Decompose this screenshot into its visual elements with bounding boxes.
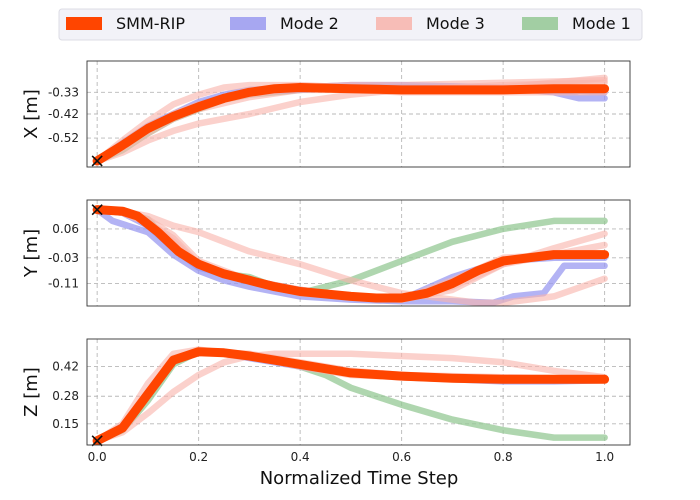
legend-swatch bbox=[66, 17, 102, 30]
start-marker bbox=[91, 435, 103, 447]
x-tick-label: 0.0 bbox=[88, 450, 107, 464]
series-line-mode-3-y-0 bbox=[93, 206, 608, 306]
series-group bbox=[92, 346, 610, 445]
x-tick-label: 0.4 bbox=[291, 450, 310, 464]
start-marker bbox=[91, 155, 103, 167]
x-axis-label: Normalized Time Step bbox=[260, 468, 459, 489]
y-tick-label: 0.15 bbox=[52, 417, 79, 431]
start-marker bbox=[91, 204, 103, 216]
axes-frame bbox=[86, 199, 631, 307]
legend-item-smm-rip: SMM-RIP bbox=[66, 14, 185, 33]
subplot-z: 0.42 0.28 0.15 Z [m] 0.0 0.2 0.4 0.6 0.8 1.0 bbox=[21, 338, 631, 464]
legend-swatch bbox=[376, 17, 412, 30]
series-line-smm-rip-z-0 bbox=[92, 347, 610, 445]
legend-item-mode-3: Mode 3 bbox=[376, 14, 485, 33]
y-tick-label: 0.42 bbox=[52, 360, 79, 374]
x-tick-label: 0.6 bbox=[392, 450, 411, 464]
legend-swatch bbox=[522, 17, 558, 30]
series-line-smm-rip-x-0 bbox=[92, 83, 610, 166]
x-tick-label: 1.0 bbox=[595, 450, 614, 464]
subplot-x: -0.33 -0.42 -0.52 X [m] bbox=[21, 60, 631, 168]
series-line-mode-3-z-0 bbox=[93, 350, 608, 445]
subplot-y: 0.06 -0.03 -0.11 Y [m] bbox=[21, 199, 631, 307]
y-tick-label: -0.11 bbox=[48, 277, 79, 291]
x-tick-label: 0.2 bbox=[189, 450, 208, 464]
y-tick-label: -0.03 bbox=[48, 251, 79, 265]
series-group bbox=[92, 205, 610, 306]
y-tick-label: 0.28 bbox=[52, 389, 79, 403]
legend-label: Mode 1 bbox=[572, 14, 631, 33]
y-tick-label: 0.06 bbox=[52, 222, 79, 236]
y-tick-label: -0.42 bbox=[48, 107, 79, 121]
legend-label: Mode 2 bbox=[280, 14, 339, 33]
legend-item-mode-1: Mode 1 bbox=[522, 14, 631, 33]
legend-label: Mode 3 bbox=[426, 14, 485, 33]
legend: SMM-RIP Mode 2 Mode 3 Mode 1 bbox=[58, 8, 643, 41]
y-tick-label: -0.52 bbox=[48, 131, 79, 145]
series-group bbox=[92, 74, 610, 166]
legend-item-mode-2: Mode 2 bbox=[230, 14, 339, 33]
axes-frame bbox=[86, 338, 631, 446]
axes-frame bbox=[86, 60, 631, 168]
legend-label: SMM-RIP bbox=[116, 14, 185, 33]
y-tick-label: -0.33 bbox=[48, 85, 79, 99]
legend-frame bbox=[58, 8, 643, 41]
y-axis-label: X [m] bbox=[21, 89, 42, 139]
y-axis-label: Y [m] bbox=[21, 229, 42, 278]
legend-swatch bbox=[230, 17, 266, 30]
y-axis-label: Z [m] bbox=[21, 367, 42, 417]
x-tick-label: 0.8 bbox=[494, 450, 513, 464]
series-line-smm-rip-y-0 bbox=[92, 205, 610, 303]
